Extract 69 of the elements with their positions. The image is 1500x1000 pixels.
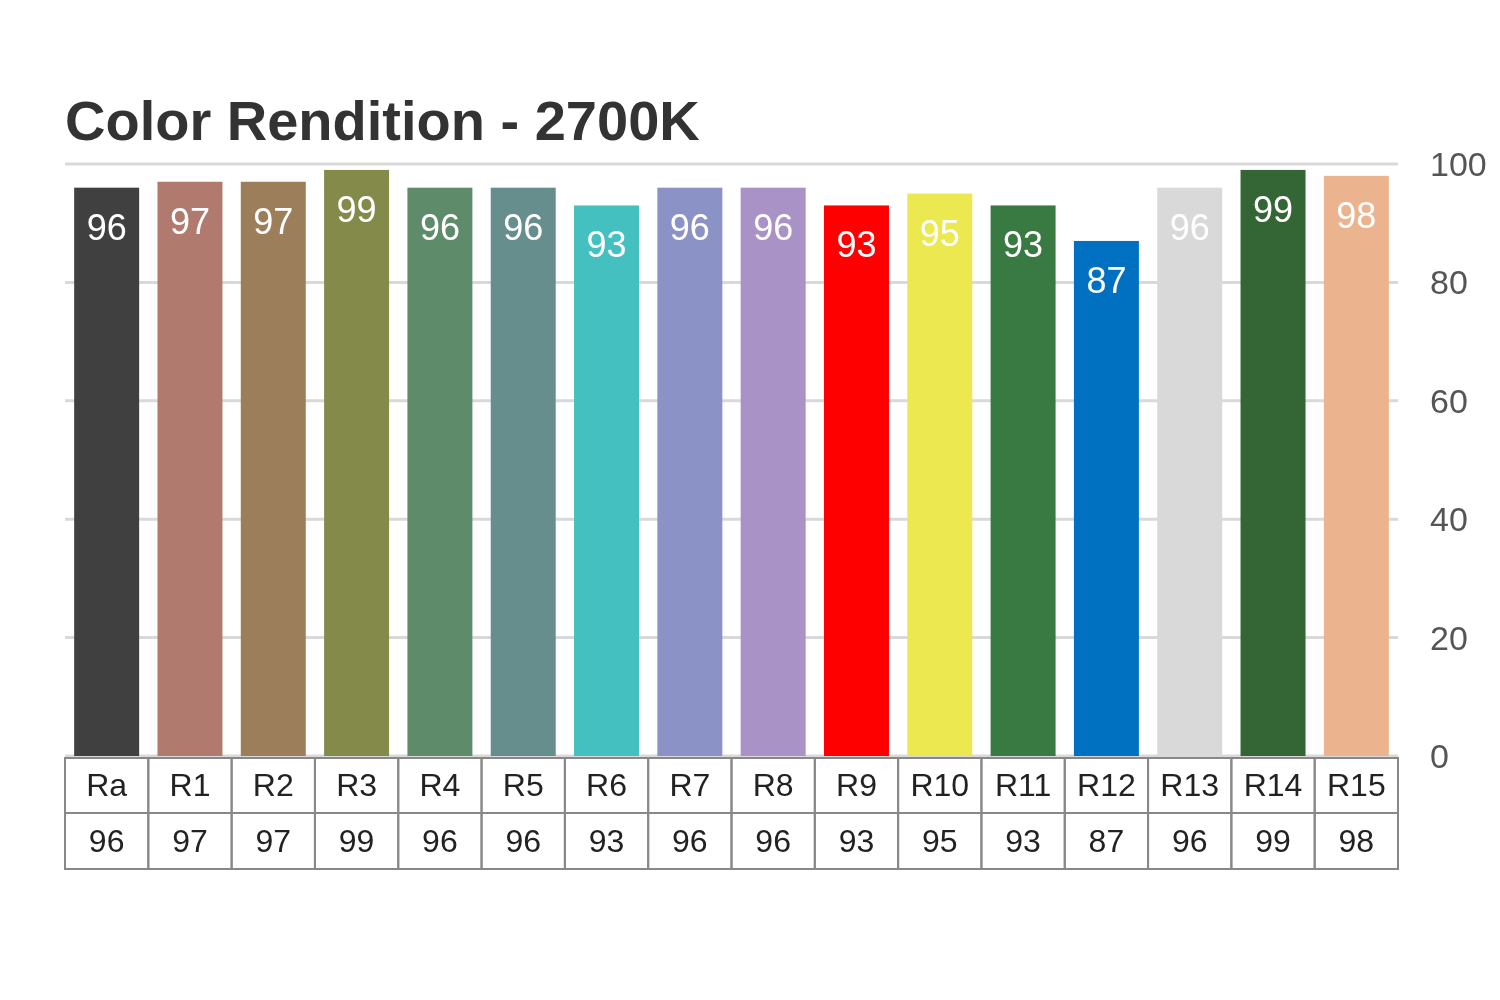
bar: [157, 181, 223, 756]
annotation: 97: [169, 200, 210, 242]
annotation: 87: [1086, 259, 1127, 301]
annotation: 96: [419, 206, 460, 248]
data-label: 97: [172, 823, 208, 859]
annotation: 96: [503, 206, 544, 248]
annotation: 93: [1003, 224, 1044, 266]
annotation: 93: [586, 224, 627, 266]
bar: [990, 205, 1056, 756]
data-label: 96: [755, 823, 791, 859]
chart-title: Color Rendition - 2700K: [65, 89, 700, 152]
x-tick-label: R9: [836, 767, 877, 803]
x-tick-label: R12: [1077, 767, 1136, 803]
bar: [1323, 175, 1389, 756]
annotation: 96: [753, 206, 794, 248]
data-label: 93: [838, 823, 875, 859]
data-label: 96: [505, 823, 542, 859]
bar: [240, 181, 306, 756]
bar: [574, 205, 640, 756]
data-label: 98: [1338, 823, 1375, 859]
data-label: 96: [422, 823, 458, 859]
annotation: 99: [336, 188, 377, 230]
y-tick-label: 80: [1430, 263, 1468, 302]
bar: [823, 205, 889, 756]
x-tick-label: R7: [669, 767, 711, 803]
data-label: 96: [88, 823, 125, 859]
annotation: 97: [253, 200, 294, 242]
data-label: 93: [1005, 823, 1041, 859]
data-label: 99: [338, 823, 375, 859]
bar: [74, 187, 140, 756]
data-label: 99: [1255, 823, 1291, 859]
x-tick-label: R3: [336, 767, 378, 803]
x-tick-label: R11: [994, 767, 1052, 803]
x-tick-label: R5: [502, 767, 544, 803]
bar: [407, 187, 473, 756]
data-label: 95: [921, 823, 958, 859]
x-tick-label: R2: [252, 767, 294, 803]
x-tick-label: R13: [1160, 767, 1220, 803]
bar: [490, 187, 556, 756]
bar: [324, 169, 390, 756]
annotation: 96: [669, 206, 710, 248]
data-label: 96: [1171, 823, 1208, 859]
x-tick-label: R4: [419, 767, 461, 803]
bar: [907, 193, 973, 756]
annotation: 93: [836, 224, 877, 266]
annotation: 96: [86, 206, 127, 248]
y-tick-label: 20: [1430, 618, 1468, 657]
y-tick-label: 0: [1430, 737, 1449, 775]
data-label: 96: [672, 823, 708, 859]
data-label: 87: [1088, 823, 1125, 859]
bar: [740, 187, 806, 756]
x-tick-label: R6: [586, 767, 627, 803]
x-tick-label: R14: [1243, 767, 1303, 803]
data-label: 97: [255, 823, 292, 859]
annotation: 98: [1336, 194, 1377, 236]
x-tick-label: R1: [169, 767, 211, 803]
data-label: 93: [588, 823, 625, 859]
bar: [1240, 169, 1306, 756]
annotation: 95: [919, 212, 960, 254]
y-tick-label: 60: [1430, 381, 1468, 420]
x-tick-label: R8: [752, 767, 794, 803]
x-tick-label: Ra: [86, 767, 128, 803]
bar: [657, 187, 723, 756]
x-tick-label: R10: [910, 767, 970, 803]
y-tick-label: 40: [1430, 500, 1468, 539]
y-tick-label: 100: [1430, 145, 1487, 183]
annotation: 99: [1253, 188, 1294, 230]
x-tick-label: R15: [1326, 767, 1386, 803]
bar: [1073, 240, 1139, 756]
